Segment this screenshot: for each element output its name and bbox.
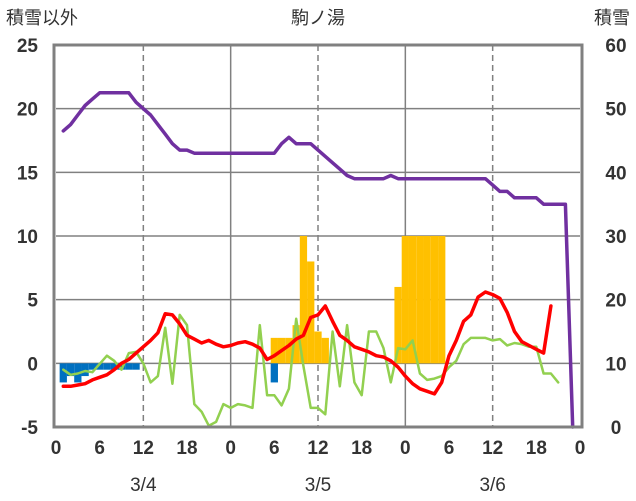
left-tick-label: 5 [27, 291, 38, 312]
snowfall-bar [81, 363, 89, 377]
snowfall-bar [117, 363, 126, 370]
line-series [61, 91, 575, 429]
chart-title: 駒ノ湯 [291, 8, 345, 29]
date-labels: 3/4 3/5 3/6 [130, 475, 506, 496]
precip-bar [430, 236, 439, 364]
plot-frame [52, 43, 584, 429]
precip-bar [299, 236, 308, 364]
right-tick-label: 50 [605, 100, 626, 121]
date-label: 3/6 [479, 475, 505, 496]
precip-bar [270, 337, 278, 364]
left-tick-label: 25 [17, 36, 39, 57]
x-tick-label: 6 [94, 438, 105, 459]
date-label: 3/4 [130, 475, 157, 496]
x-tick-label: 6 [269, 438, 280, 459]
precip-bar [408, 236, 417, 364]
x-tick-label: 0 [400, 438, 411, 459]
other-line [62, 313, 560, 427]
left-tick-label: 0 [27, 354, 38, 375]
right-axis-title: 積雪 [594, 8, 630, 29]
precip-bar [314, 331, 322, 364]
precip-bar [292, 325, 300, 364]
date-label: 3/5 [305, 475, 331, 496]
x-tick-label: 0 [51, 438, 62, 459]
x-tick-label: 18 [526, 438, 547, 459]
snowfall-bar [88, 363, 97, 370]
snow-depth-line [61, 91, 575, 429]
precip-bar [307, 261, 315, 364]
x-tick-label: 0 [225, 438, 236, 459]
precip-bar [394, 286, 402, 364]
left-tick-label: 10 [17, 227, 38, 248]
right-tick-label: 40 [605, 163, 626, 184]
right-tick-label: 0 [611, 418, 622, 439]
temperature-line [61, 290, 553, 396]
left-axis-ticks: 25 20 15 10 5 0 -5 [17, 36, 39, 439]
x-tick-label: 18 [176, 438, 197, 459]
snowfall-bar [96, 363, 104, 370]
left-axis-title: 積雪以外 [6, 8, 78, 29]
x-tick-label: 18 [351, 438, 372, 459]
x-tick-label: 0 [575, 438, 586, 459]
snowfall-bar [125, 363, 133, 370]
snowfall-bar [103, 363, 111, 370]
right-tick-label: 60 [605, 36, 626, 57]
left-tick-label: 20 [17, 100, 38, 121]
x-tick-label: 12 [307, 438, 328, 459]
precip-bar [321, 337, 329, 364]
snowfall-bar [110, 363, 118, 370]
right-tick-label: 30 [605, 227, 626, 248]
x-axis-ticks: 0 6 12 18 0 6 12 18 0 6 12 18 0 [51, 438, 586, 459]
snowfall-bar [270, 363, 278, 383]
right-tick-label: 10 [605, 354, 626, 375]
x-tick-label: 6 [444, 438, 455, 459]
left-tick-label: 15 [17, 163, 39, 184]
snowfall-bar [66, 363, 75, 377]
x-tick-label: 12 [482, 438, 503, 459]
x-tick-label: 12 [133, 438, 154, 459]
right-tick-label: 20 [605, 291, 626, 312]
precip-bar [285, 337, 293, 364]
precip-bar [401, 236, 409, 364]
precip-bar [416, 236, 424, 364]
snowfall-bar [132, 363, 140, 370]
right-axis-ticks: 60 50 40 30 20 10 0 [605, 36, 626, 439]
precip-bar [423, 236, 431, 364]
left-tick-label: -5 [21, 418, 38, 439]
precip-bar [438, 236, 446, 364]
snowfall-bar [59, 363, 67, 383]
